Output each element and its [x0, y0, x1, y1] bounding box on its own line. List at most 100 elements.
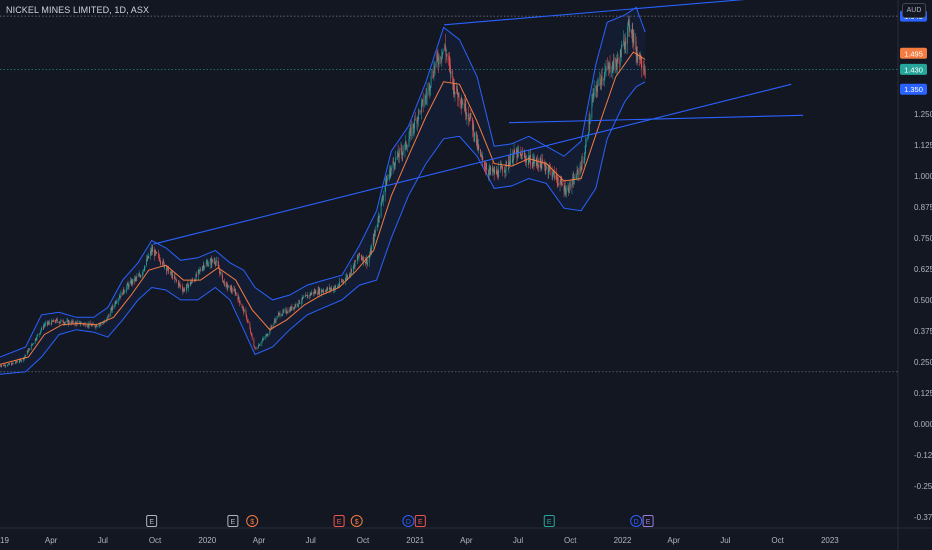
event-marker[interactable]: E [543, 515, 555, 527]
candle-body [330, 288, 331, 290]
candle-body [291, 306, 293, 310]
candle-body [496, 171, 498, 174]
candle-body [354, 260, 356, 267]
candle-body [230, 287, 232, 292]
candle [434, 61, 436, 76]
candle [241, 303, 243, 308]
trendline[interactable] [508, 114, 804, 124]
candle-body [389, 169, 391, 177]
candle-body [261, 340, 263, 345]
candle [88, 324, 89, 329]
candle-body [500, 166, 501, 169]
candle-body [199, 269, 201, 271]
candle [306, 294, 308, 296]
price-label[interactable]: 1.495 [900, 47, 927, 59]
candle-body [433, 66, 435, 77]
candle [20, 359, 22, 362]
event-marker[interactable]: E [642, 515, 654, 527]
candle-body [243, 308, 245, 313]
candle [398, 147, 400, 164]
candle [62, 318, 64, 323]
candle [392, 157, 394, 174]
event-marker[interactable]: E [333, 515, 345, 527]
candle-body [37, 334, 38, 336]
candle-body [493, 169, 495, 174]
candle [387, 174, 388, 182]
candle [418, 109, 420, 115]
event-marker[interactable]: $ [246, 515, 259, 527]
candle [255, 348, 256, 350]
candle [235, 291, 237, 297]
candle [405, 140, 407, 151]
candle-body [381, 199, 383, 201]
candle-body [442, 51, 443, 58]
candle [247, 319, 248, 324]
event-marker[interactable]: E [146, 515, 158, 527]
candle-body [481, 156, 483, 158]
candle-body [315, 290, 317, 294]
candle [611, 65, 613, 78]
candle [36, 337, 37, 341]
candle [425, 93, 426, 105]
candle-body [273, 322, 275, 327]
candle [131, 279, 133, 287]
candle-body [178, 283, 180, 286]
candle-body [625, 41, 626, 47]
candle-body [516, 150, 518, 159]
candle [175, 278, 176, 281]
candle [258, 343, 259, 349]
candle-body [556, 174, 557, 179]
event-marker[interactable]: E [414, 515, 426, 527]
time-axis[interactable]: 2019AprJulOct2020AprJulOct2021AprJulOct2… [0, 536, 839, 545]
candle-body [27, 351, 29, 353]
candle [506, 161, 508, 168]
candle [605, 65, 606, 73]
candle [554, 166, 555, 181]
currency-badge[interactable]: AUD [902, 3, 926, 18]
candle-body [413, 124, 414, 129]
candle [299, 302, 301, 304]
event-marker[interactable]: D [630, 515, 643, 527]
candle [127, 281, 129, 285]
candle [310, 292, 312, 296]
candle-body [425, 96, 427, 97]
trendline[interactable] [444, 0, 783, 26]
price-label[interactable]: 1.350 [900, 83, 927, 95]
candle-body [577, 170, 579, 175]
candle [44, 323, 46, 327]
event-marker[interactable]: D [402, 515, 415, 527]
candle [515, 147, 517, 154]
bollinger-bands [0, 6, 646, 375]
candle [147, 256, 149, 259]
candle-body [127, 284, 129, 285]
candle [576, 165, 578, 182]
candle-body [322, 291, 324, 292]
candle-body [632, 32, 634, 41]
candle-body [305, 295, 306, 298]
event-markers[interactable]: E E $ E $ D E E D E [146, 515, 654, 527]
price-axis[interactable]: 1.2501.1251.0000.8750.7500.6250.5000.375… [900, 10, 932, 522]
trendlines[interactable] [153, 0, 804, 245]
candle [380, 201, 382, 219]
candle [239, 300, 241, 305]
candle [307, 294, 309, 300]
candle-body [474, 131, 476, 137]
candle [181, 283, 183, 292]
candle [362, 256, 364, 263]
candle-body [114, 304, 116, 308]
trendline[interactable] [153, 83, 792, 245]
candle [222, 280, 224, 284]
candle-body [301, 297, 303, 302]
candle-body [458, 93, 460, 101]
candle [156, 251, 158, 255]
candle-body [449, 63, 451, 66]
event-marker[interactable]: $ [350, 515, 363, 527]
price-label[interactable]: 1.430 [900, 63, 927, 75]
candle-body [393, 162, 395, 166]
candle-body [4, 364, 5, 366]
event-marker[interactable]: E [227, 515, 239, 527]
x-tick-label: Apr [253, 536, 266, 545]
candle [25, 354, 26, 358]
candle-body [424, 100, 426, 106]
